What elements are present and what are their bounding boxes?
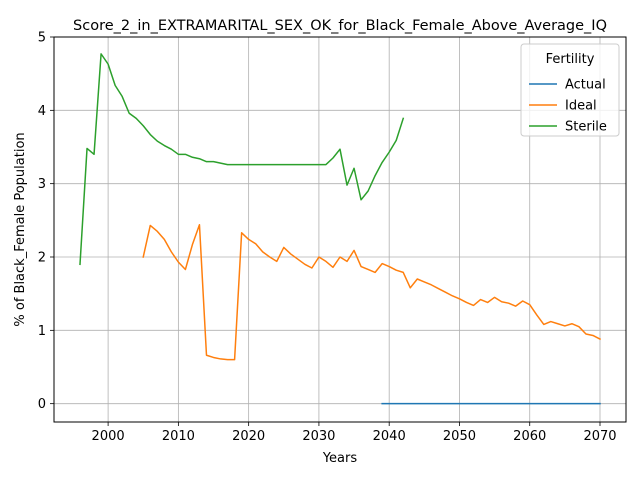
chart-title: Score_2_in_EXTRAMARITAL_SEX_OK_for_Black… <box>73 18 607 34</box>
legend-title: Fertility <box>546 52 595 67</box>
y-tick-label: 2 <box>38 251 46 266</box>
x-tick-label: 2000 <box>92 429 125 444</box>
legend-label-sterile: Sterile <box>565 120 607 135</box>
legend-label-ideal: Ideal <box>565 99 597 114</box>
y-tick-label: 5 <box>38 31 46 46</box>
y-tick-label: 3 <box>38 177 46 192</box>
y-axis-label: % of Black_Female Population <box>13 132 28 326</box>
series-line-sterile <box>79 53 405 266</box>
x-tick-label: 2070 <box>583 429 616 444</box>
x-tick-label: 2050 <box>443 429 476 444</box>
legend-label-actual: Actual <box>565 78 606 93</box>
x-axis-label: Years <box>322 451 358 466</box>
legend-box <box>520 43 620 137</box>
y-tick-label: 4 <box>38 104 46 119</box>
series-lines <box>79 53 602 405</box>
x-tick-label: 2040 <box>373 429 406 444</box>
axis-ticks: 2000 2010 2020 2030 2040 2050 2060 2070 0 1 2 3 4 5 <box>38 31 617 445</box>
x-tick-label: 2020 <box>232 429 265 444</box>
x-tick-label: 2060 <box>513 429 546 444</box>
series-line-ideal <box>142 223 602 361</box>
y-tick-label: 0 <box>38 397 46 412</box>
y-tick-label: 1 <box>38 324 46 339</box>
x-tick-label: 2030 <box>302 429 335 444</box>
plot-frame <box>53 36 627 423</box>
x-tick-label: 2010 <box>162 429 195 444</box>
legend: Fertility Actual Ideal Sterile <box>520 43 620 137</box>
